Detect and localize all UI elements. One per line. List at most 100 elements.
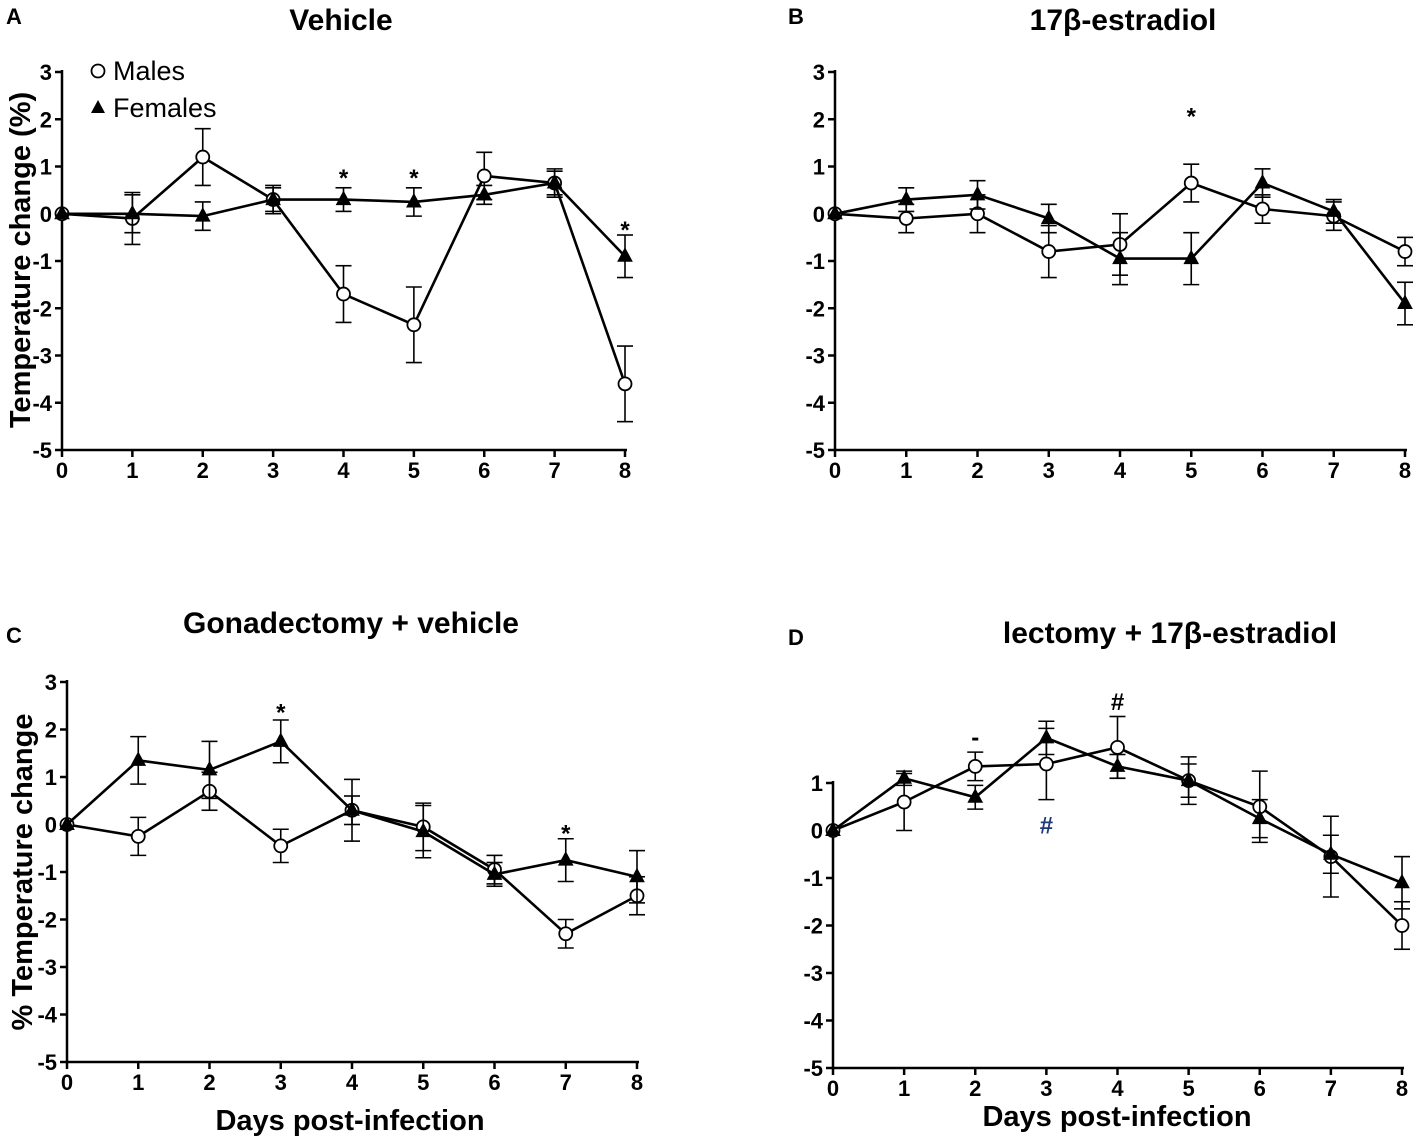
x-tick-label: 6 [1254, 1076, 1266, 1101]
y-tick-label: -2 [32, 296, 52, 321]
data-point [827, 204, 843, 220]
x-tick-label: 0 [56, 458, 68, 483]
data-point [194, 207, 211, 222]
data-point [617, 247, 633, 262]
data-point [59, 815, 75, 830]
y-tick-label: -1 [32, 249, 52, 274]
x-tick-label: 0 [61, 1070, 73, 1095]
series-females [59, 719, 645, 904]
data-point [896, 794, 912, 810]
x-tick-label: 5 [408, 458, 420, 483]
data-point [272, 732, 289, 747]
data-point [1397, 244, 1413, 259]
y-tick-label: -5 [37, 1050, 57, 1075]
x-tick-label: 8 [1396, 1076, 1408, 1101]
data-point [967, 758, 983, 774]
y-tick-label: 3 [40, 60, 52, 85]
data-point [273, 838, 289, 854]
y-tick-label: 2 [45, 718, 57, 743]
significance-marker: * [409, 165, 419, 192]
y-tick-label: -1 [803, 866, 823, 891]
data-point [344, 801, 360, 816]
data-point [1112, 249, 1128, 265]
y-tick-label: 0 [813, 202, 825, 227]
x-tick-label: 0 [829, 458, 841, 483]
x-tick-label: 2 [969, 1076, 981, 1101]
data-point [54, 204, 70, 220]
data-point [1325, 202, 1342, 217]
legend-triangle-icon [91, 100, 105, 113]
x-tick-label: 7 [549, 458, 561, 483]
y-axis-label: Temperature change (%) [5, 92, 37, 428]
data-point [967, 788, 984, 803]
data-point [1180, 771, 1197, 787]
y-tick-label: -2 [805, 296, 825, 321]
y-tick-label: -2 [803, 914, 823, 939]
x-tick-label: 8 [619, 458, 631, 483]
data-point [406, 317, 422, 333]
data-point [124, 204, 141, 220]
x-tick-label: 8 [1399, 458, 1411, 483]
data-point [265, 190, 281, 206]
series-males [825, 715, 1410, 951]
data-point [1251, 809, 1268, 825]
x-tick-label: 4 [1114, 458, 1127, 483]
x-tick-label: 7 [560, 1070, 572, 1095]
data-point [1183, 249, 1200, 265]
x-tick-label: 4 [337, 458, 350, 483]
data-point [195, 149, 211, 165]
data-point [546, 173, 563, 189]
significance-marker: # [1111, 689, 1124, 716]
data-point [1255, 201, 1270, 217]
x-tick-label: 3 [275, 1070, 287, 1095]
y-tick-label: 2 [813, 107, 825, 132]
data-point [1109, 757, 1126, 772]
significance-marker: - [971, 725, 979, 752]
panel-letter: A [6, 4, 22, 29]
x-tick-label: 5 [1183, 1076, 1195, 1101]
x-axis-label: Days post-infection [215, 1105, 484, 1137]
data-point [486, 865, 503, 880]
y-tick-label: 3 [45, 670, 57, 695]
x-tick-label: 0 [827, 1076, 839, 1101]
data-point [476, 168, 492, 184]
data-point [558, 926, 574, 942]
data-point [476, 185, 493, 201]
x-tick-label: 7 [1325, 1076, 1337, 1101]
legend: Males Females [90, 56, 217, 123]
data-point [406, 192, 422, 208]
x-tick-label: 4 [1111, 1076, 1124, 1101]
data-point [1394, 918, 1410, 933]
y-tick-label: 1 [813, 155, 825, 180]
y-tick-label: -5 [803, 1056, 823, 1081]
data-point [1110, 739, 1125, 755]
data-point [336, 286, 351, 302]
panel-letter: D [788, 625, 804, 650]
significance-marker: * [561, 821, 571, 848]
series-females [827, 168, 1413, 326]
significance-marker: * [1187, 104, 1197, 131]
legend-label-females: Females [113, 93, 217, 123]
data-point [825, 821, 841, 836]
data-point [969, 185, 986, 201]
x-tick-label: 1 [126, 458, 138, 483]
data-point [1038, 728, 1055, 744]
data-point [898, 211, 914, 226]
panel-title: 17β-estradiol [1030, 4, 1217, 37]
data-point [130, 828, 146, 844]
data-point [898, 190, 915, 206]
panel-b: B 17β-estradiol -5 -4 -3 -2 -1 0 1 2 3 0 1 2 3 4 5 6 7 8 * [788, 4, 1413, 483]
panel-title: Vehicle [289, 4, 392, 37]
significance-marker: * [620, 217, 630, 244]
x-tick-label: 3 [1043, 458, 1055, 483]
panel-a: A Vehicle -5 -4 -3 -2 -1 0 1 2 3 0 1 2 3 4 5 6 7 8 Temperatu… [5, 4, 633, 483]
x-tick-label: 7 [1328, 458, 1340, 483]
y-tick-label: 0 [40, 202, 52, 227]
x-tick-label: 5 [417, 1070, 429, 1095]
x-tick-label: 2 [203, 1070, 215, 1095]
y-tick-label: -4 [32, 391, 52, 416]
y-tick-label: -3 [37, 955, 57, 980]
y-tick-label: 1 [45, 765, 57, 790]
